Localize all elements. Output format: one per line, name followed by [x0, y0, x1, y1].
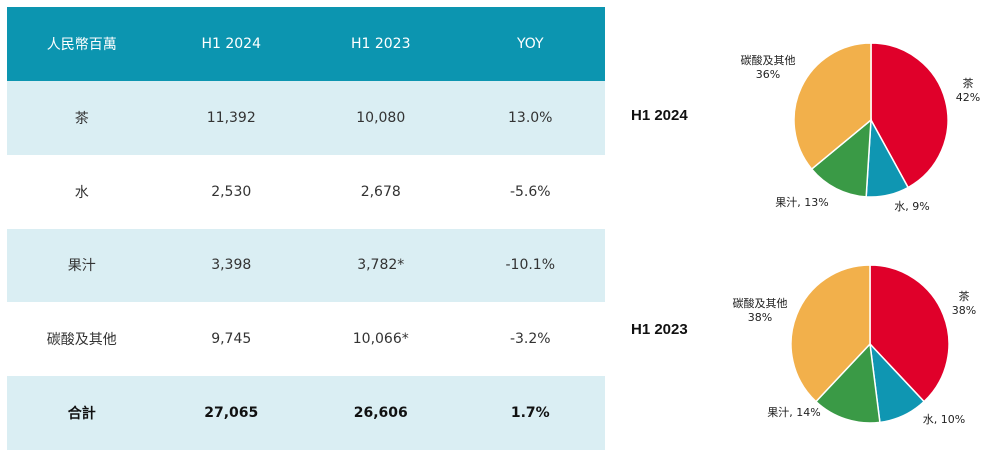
- label-juice: 果汁, 14%: [767, 406, 820, 419]
- slice-juice: [814, 342, 881, 424]
- pie-chart-h1-2024: 茶 42% 水, 9% 果汁, 13% 碳酸及其他 36%: [741, 42, 980, 213]
- slice-carbonated: [790, 264, 871, 403]
- label-carbonated: 碳酸及其他 38%: [733, 296, 788, 324]
- cell-h1-2024: 11,392: [206, 109, 256, 126]
- label-tea: 茶 38%: [952, 290, 976, 317]
- row-label: 合計: [67, 406, 96, 423]
- table-row-total: 合計 27,065 26,606 1.7%: [7, 376, 605, 450]
- cell-h1-2023: 26,606: [353, 405, 408, 422]
- cell-h1-2024: 27,065: [204, 405, 259, 422]
- row-label: 水: [74, 184, 89, 201]
- cell-yoy: 13.0%: [508, 109, 553, 126]
- row-label: 果汁: [67, 258, 96, 275]
- row-label: 碳酸及其他: [46, 332, 117, 349]
- pie-title-h1-2024: H1 2024: [631, 107, 688, 124]
- table-header-row: 人民幣百萬 H1 2024 H1 2023 YOY: [7, 7, 605, 81]
- cell-h1-2023: 2,678: [360, 183, 401, 200]
- header-yoy: YOY: [516, 36, 544, 52]
- header-currency: 人民幣百萬: [46, 37, 117, 53]
- slice-carbonated: [793, 42, 872, 171]
- label-tea: 茶 42%: [956, 77, 980, 104]
- cell-h1-2023: 3,782*: [357, 257, 405, 274]
- cell-yoy: 1.7%: [510, 405, 550, 422]
- table-row-juice: 果汁 3,398 3,782* -10.1%: [7, 228, 605, 303]
- label-carbonated: 碳酸及其他 36%: [741, 53, 796, 81]
- header-h1-2023: H1 2023: [350, 36, 411, 52]
- cell-yoy: -5.6%: [509, 183, 551, 200]
- pie-title-h1-2023: H1 2023: [631, 321, 688, 338]
- header-h1-2024: H1 2024: [201, 36, 261, 52]
- cell-h1-2024: 3,398: [211, 257, 252, 274]
- pie-chart-h1-2023: 茶 38% 水, 10% 果汁, 14% 碳酸及其他 38%: [733, 264, 976, 426]
- cell-yoy: -3.2%: [509, 331, 551, 348]
- slice-tea: [869, 264, 950, 403]
- cell-h1-2023: 10,066*: [352, 331, 409, 348]
- slice-tea: [870, 42, 949, 189]
- table-row-water: 水 2,530 2,678 -5.6%: [7, 154, 605, 229]
- label-juice: 果汁, 13%: [775, 196, 828, 209]
- cell-h1-2024: 9,745: [211, 331, 252, 348]
- sales-table-container: 人民幣百萬 H1 2024 H1 2023 YOY 茶 11,392 10,08…: [7, 7, 605, 450]
- sales-table: 人民幣百萬 H1 2024 H1 2023 YOY 茶 11,392 10,08…: [7, 7, 605, 450]
- cell-h1-2024: 2,530: [211, 183, 252, 200]
- label-water: 水, 10%: [923, 413, 965, 426]
- cell-yoy: -10.1%: [505, 257, 556, 274]
- label-water: 水, 9%: [894, 200, 929, 213]
- table-row-tea: 茶 11,392 10,080 13.0%: [7, 81, 605, 155]
- table-row-carbonated: 碳酸及其他 9,745 10,066* -3.2%: [7, 302, 605, 377]
- row-label: 茶: [74, 110, 89, 127]
- cell-h1-2023: 10,080: [356, 109, 406, 126]
- slice-juice: [810, 118, 872, 198]
